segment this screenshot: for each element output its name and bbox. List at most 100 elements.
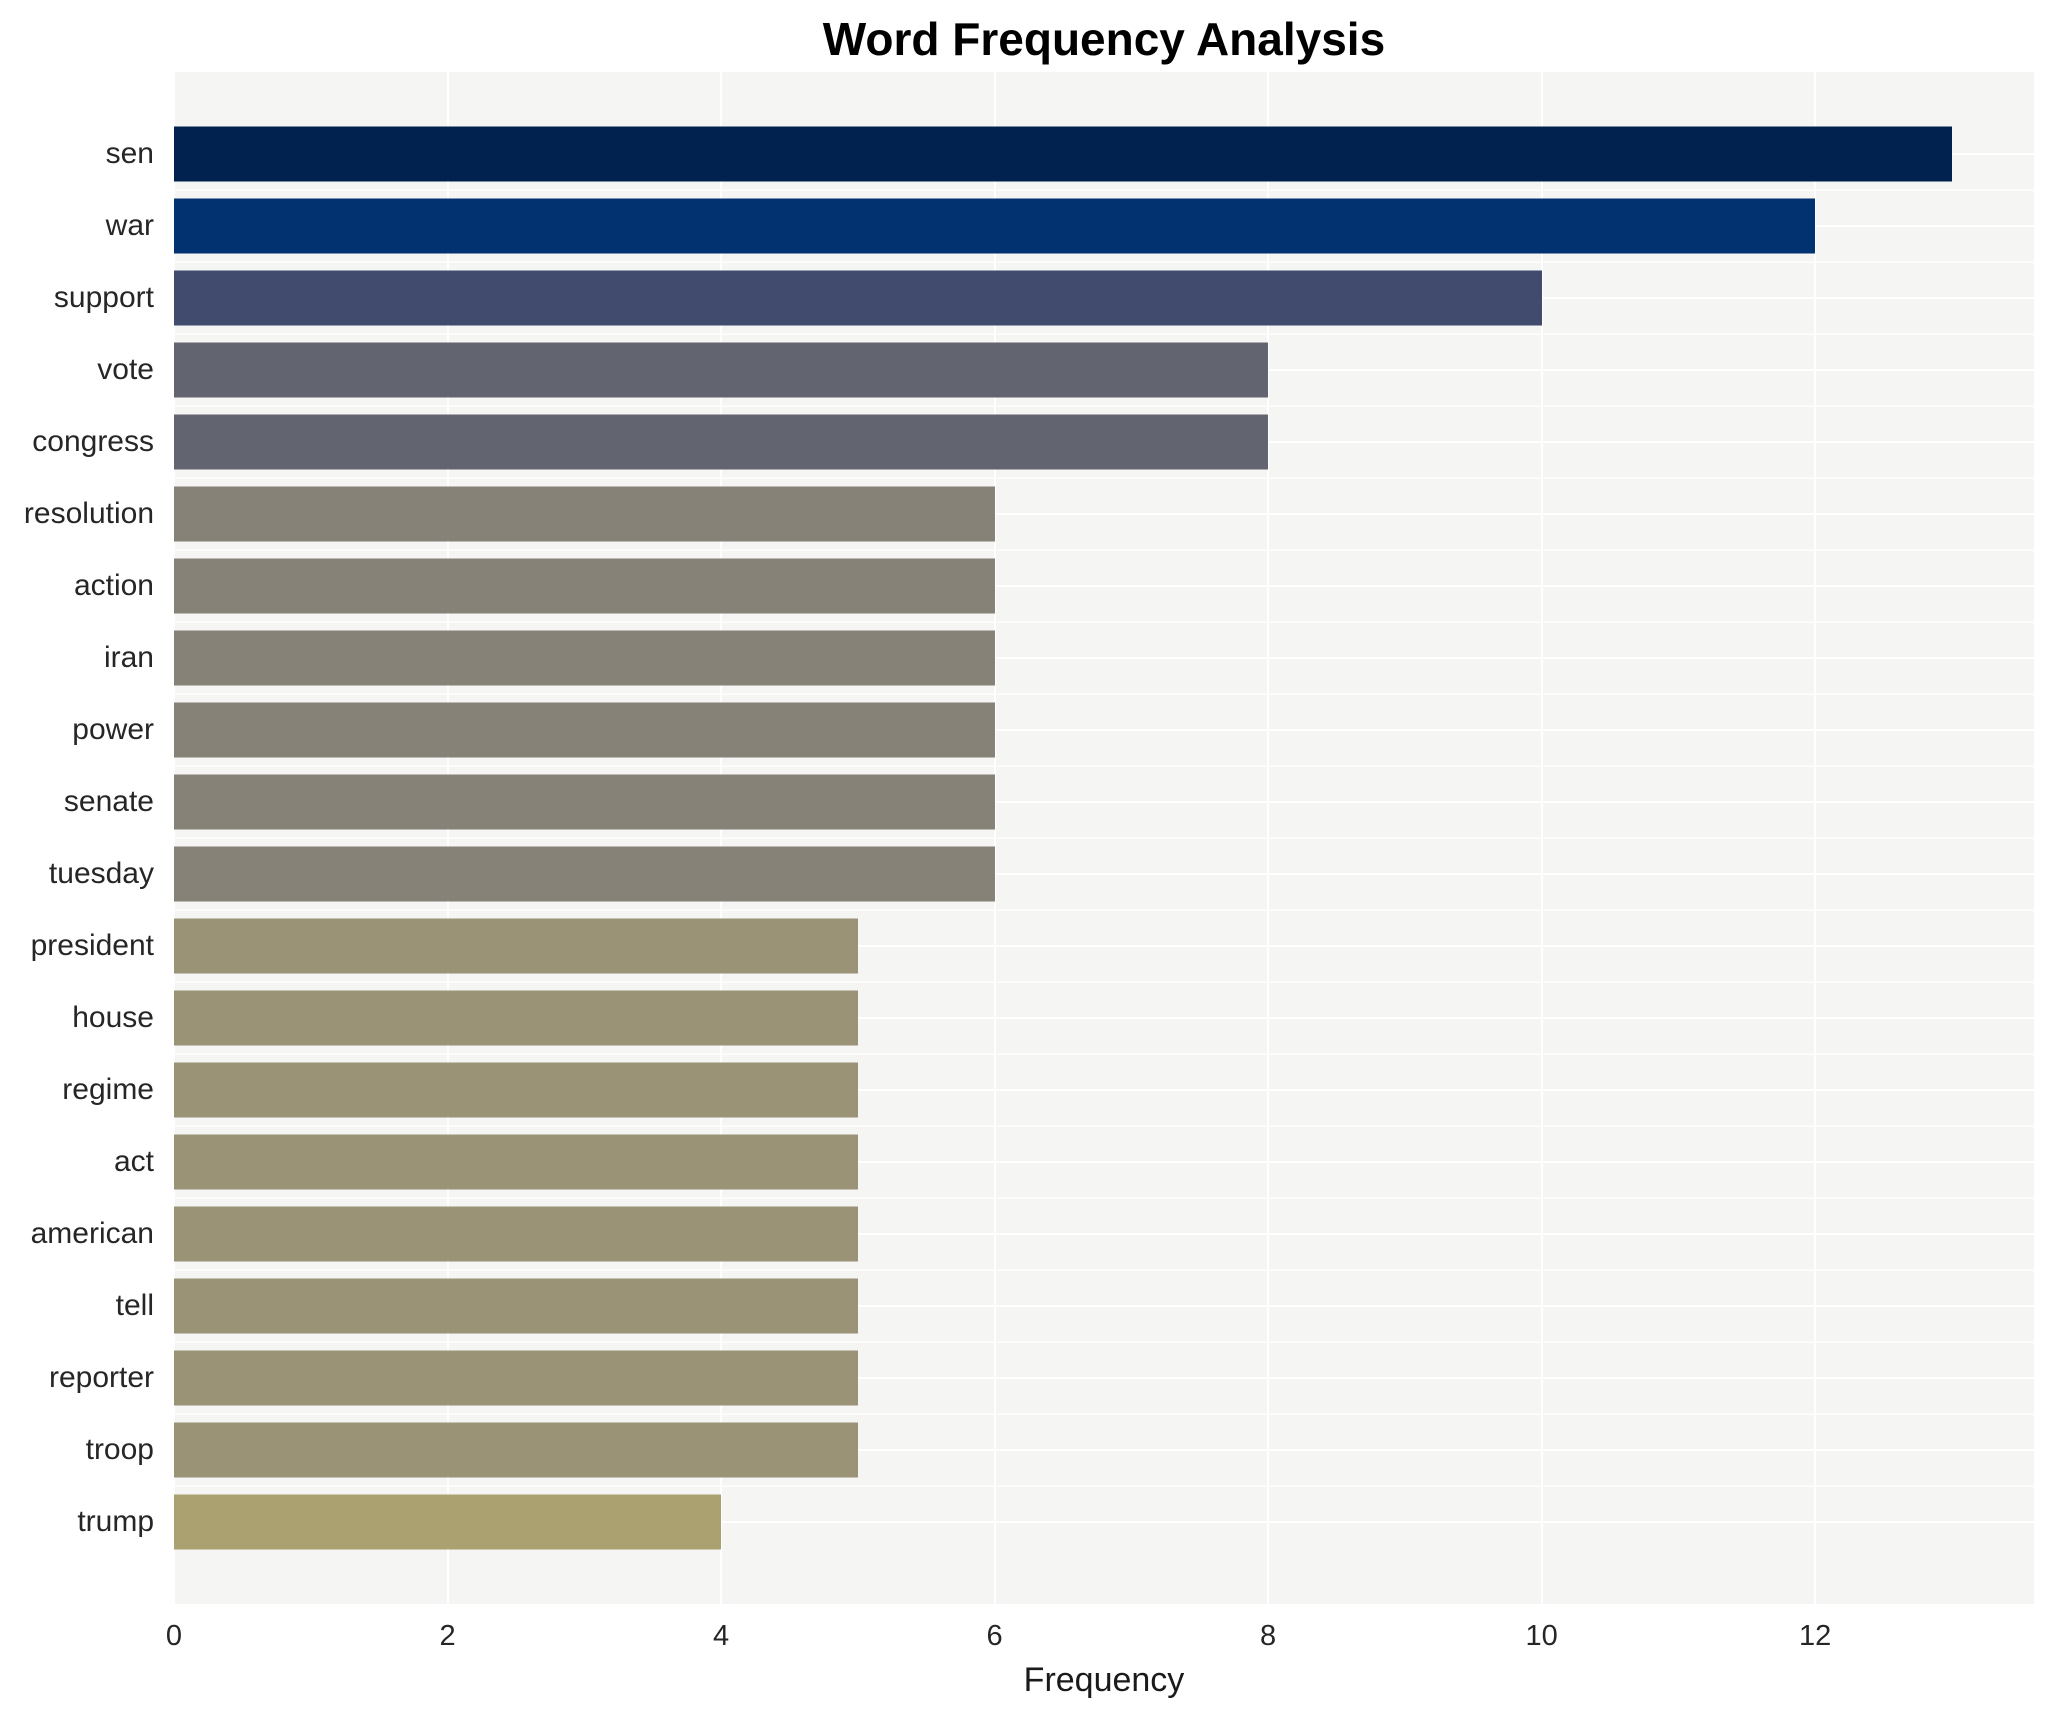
x-tick-label-10: 10 xyxy=(1525,1620,1558,1652)
bar-row xyxy=(174,1341,2034,1414)
chart-title: Word Frequency Analysis xyxy=(822,13,1386,65)
horizontal-gridline xyxy=(174,801,2034,803)
row-boundary-gridline xyxy=(174,1269,2034,1271)
bar-row xyxy=(174,118,2034,190)
horizontal-gridline xyxy=(174,1089,2034,1091)
x-tick-label-6: 6 xyxy=(986,1620,1003,1652)
y-tick-label-senate: senate xyxy=(63,785,154,818)
x-axis-ticks: 0 2 4 6 8 10 12 xyxy=(166,1614,2034,1658)
bar-american xyxy=(174,1206,858,1262)
bar-senate xyxy=(174,774,995,830)
y-tick-label-reporter: reporter xyxy=(48,1361,154,1394)
y-tick-label-war: war xyxy=(105,209,154,242)
horizontal-gridline xyxy=(174,945,2034,947)
row-boundary-gridline xyxy=(174,1485,2034,1487)
y-tick-label-tell: tell xyxy=(115,1289,154,1322)
bar-congress xyxy=(174,414,1269,470)
bar-power xyxy=(174,702,995,758)
x-tick-label-8: 8 xyxy=(1260,1620,1277,1652)
bar-row xyxy=(174,405,2034,478)
y-tick-label-iran: iran xyxy=(103,641,154,674)
bar-row xyxy=(174,1053,2034,1126)
horizontal-gridline xyxy=(174,585,2034,587)
bar-reporter xyxy=(174,1350,858,1406)
bar-tuesday xyxy=(174,846,995,902)
bar-action xyxy=(174,558,995,614)
y-tick-label-troop: troop xyxy=(85,1433,154,1466)
row-boundary-gridline xyxy=(174,477,2034,479)
y-tick-label-vote: vote xyxy=(97,353,154,386)
horizontal-gridline xyxy=(174,1305,2034,1307)
bar-support xyxy=(174,270,1542,326)
row-boundary-gridline xyxy=(174,405,2034,407)
row-boundary-gridline xyxy=(174,765,2034,767)
horizontal-gridline xyxy=(174,1377,2034,1379)
bar-row xyxy=(174,621,2034,694)
horizontal-gridline xyxy=(174,873,2034,875)
bar-row xyxy=(174,189,2034,262)
y-tick-label-action: action xyxy=(73,569,154,602)
y-tick-label-sen: sen xyxy=(105,137,154,170)
bar-row xyxy=(174,1269,2034,1342)
bar-rows xyxy=(174,118,2034,1558)
bar-vote xyxy=(174,342,1269,398)
bar-tell xyxy=(174,1278,858,1334)
y-tick-label-president: president xyxy=(30,929,154,962)
bar-president xyxy=(174,918,858,974)
row-boundary-gridline xyxy=(174,621,2034,623)
y-tick-label-congress: congress xyxy=(32,425,154,458)
bar-row xyxy=(174,765,2034,838)
bar-row xyxy=(174,333,2034,406)
bar-row xyxy=(174,1413,2034,1486)
horizontal-gridline xyxy=(174,1233,2034,1235)
horizontal-gridline xyxy=(174,1017,2034,1019)
y-tick-label-american: american xyxy=(30,1217,154,1250)
x-tick-label-12: 12 xyxy=(1799,1620,1832,1652)
bar-row xyxy=(174,981,2034,1054)
y-axis-labels: sen war support vote congress resolution actio… xyxy=(0,72,162,1604)
x-tick-label-4: 4 xyxy=(712,1620,730,1652)
row-boundary-gridline xyxy=(174,981,2034,983)
bar-row xyxy=(174,549,2034,622)
x-tick-label-0: 0 xyxy=(165,1620,183,1652)
horizontal-gridline xyxy=(174,657,2034,659)
horizontal-gridline xyxy=(174,729,2034,731)
y-tick-label-house: house xyxy=(72,1001,154,1034)
y-tick-label-regime: regime xyxy=(62,1073,154,1106)
bar-row xyxy=(174,1485,2034,1558)
row-boundary-gridline xyxy=(174,1341,2034,1343)
y-tick-label-trump: trump xyxy=(77,1505,154,1538)
row-boundary-gridline xyxy=(174,837,2034,839)
bar-war xyxy=(174,198,1816,254)
row-boundary-gridline xyxy=(174,909,2034,911)
row-boundary-gridline xyxy=(174,189,2034,191)
bar-row xyxy=(174,1125,2034,1198)
bar-act xyxy=(174,1134,858,1190)
row-boundary-gridline xyxy=(174,693,2034,695)
y-tick-label-support: support xyxy=(53,281,154,314)
plot-area xyxy=(173,72,2034,1604)
bar-row xyxy=(174,477,2034,550)
row-boundary-gridline xyxy=(174,1413,2034,1415)
horizontal-gridline xyxy=(174,1521,2034,1523)
bar-iran xyxy=(174,630,995,686)
bar-resolution xyxy=(174,486,995,542)
row-boundary-gridline xyxy=(174,1197,2034,1199)
horizontal-gridline xyxy=(174,1161,2034,1163)
bar-row xyxy=(174,693,2034,766)
horizontal-gridline xyxy=(174,1449,2034,1451)
y-tick-label-power: power xyxy=(72,713,154,746)
row-boundary-gridline xyxy=(174,333,2034,335)
bar-row xyxy=(174,261,2034,334)
row-boundary-gridline xyxy=(174,261,2034,263)
x-axis-title: Frequency xyxy=(1023,1661,1185,1699)
bar-sen xyxy=(174,126,1952,182)
bar-regime xyxy=(174,1062,858,1118)
x-tick-label-2: 2 xyxy=(439,1620,456,1652)
bar-row xyxy=(174,1197,2034,1270)
row-boundary-gridline xyxy=(174,549,2034,551)
row-boundary-gridline xyxy=(174,1053,2034,1055)
row-boundary-gridline xyxy=(174,1125,2034,1127)
y-tick-label-act: act xyxy=(113,1145,154,1178)
